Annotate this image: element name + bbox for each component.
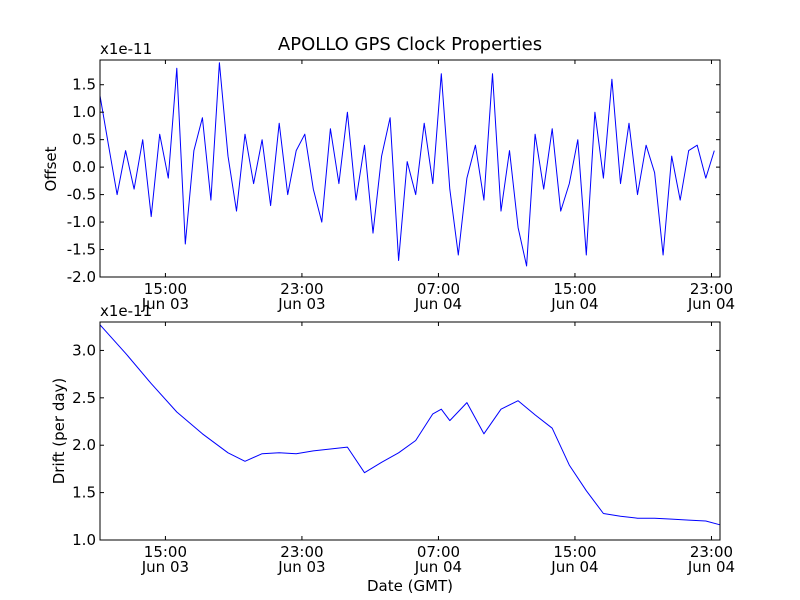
drift-y-tick-label: 2.5	[72, 389, 96, 407]
offset-x-tick-time: 23:00	[690, 280, 733, 298]
offset-y-tick-label: 0.5	[72, 131, 96, 149]
drift-x-tick-time: 15:00	[144, 543, 187, 561]
drift-x-tick-day: Jun 04	[550, 558, 598, 576]
offset-x-tick-day: Jun 04	[687, 295, 735, 313]
offset-y-tick-label: 1.0	[72, 103, 96, 121]
drift-x-tick-time: 23:00	[690, 543, 733, 561]
drift-x-tick-time: 23:00	[280, 543, 323, 561]
offset-series-line	[99, 62, 715, 267]
drift-panel: x1e-11 Drift (per day) Date (GMT) 3.0 2.5…	[50, 302, 735, 595]
drift-x-tick-day: Jun 04	[687, 558, 735, 576]
offset-y-axis-label: Offset	[42, 146, 60, 191]
offset-y-tick-label: 1.5	[72, 76, 96, 94]
drift-y-tick-label: 1.5	[72, 484, 96, 502]
offset-y-tick-label: -2.0	[67, 268, 96, 286]
drift-x-tick-time: 15:00	[553, 543, 596, 561]
drift-x-tick-time: 07:00	[417, 543, 460, 561]
offset-x-tick-time: 23:00	[280, 280, 323, 298]
drift-y-tick-label: 2.0	[72, 436, 96, 454]
drift-x-tick-day: Jun 03	[277, 558, 325, 576]
offset-plot-frame	[99, 59, 721, 278]
drift-x-axis-label: Date (GMT)	[367, 577, 453, 595]
offset-x-tick-day: Jun 04	[550, 295, 598, 313]
drift-y-tick-label: 1.0	[72, 531, 96, 549]
offset-x-tick-day: Jun 03	[141, 295, 189, 313]
offset-x-tick-time: 15:00	[553, 280, 596, 298]
drift-scale-label: x1e-11	[100, 302, 152, 320]
drift-plot-frame	[99, 321, 721, 541]
drift-series-line	[99, 324, 721, 526]
drift-x-tick-day: Jun 04	[414, 558, 462, 576]
offset-y-tick-label: -1.0	[67, 213, 96, 231]
drift-x-tick-day: Jun 03	[141, 558, 189, 576]
offset-scale-label: x1e-11	[100, 40, 152, 58]
chart-title: APOLLO GPS Clock Properties	[278, 34, 542, 55]
offset-y-tick-label: -0.5	[67, 186, 96, 204]
offset-panel: x1e-11 Offset 1.5 1.0 0.5 0.0 -0.5 -1.0 -1.5 -2…	[42, 40, 735, 313]
offset-x-tick-day: Jun 03	[277, 295, 325, 313]
offset-x-tick-time: 07:00	[417, 280, 460, 298]
offset-y-tick-label: 0.0	[72, 158, 96, 176]
drift-y-tick-label: 3.0	[72, 341, 96, 359]
offset-x-tick-day: Jun 04	[414, 295, 462, 313]
drift-y-axis-label: Drift (per day)	[50, 378, 68, 485]
offset-y-tick-label: -1.5	[67, 241, 96, 259]
offset-x-tick-time: 15:00	[144, 280, 187, 298]
